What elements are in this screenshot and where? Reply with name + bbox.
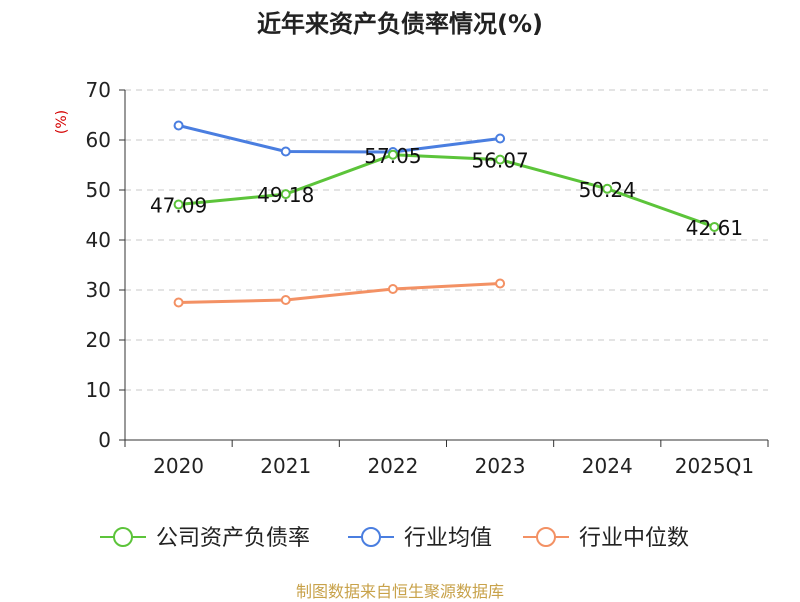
data-point bbox=[602, 183, 613, 194]
source-note: 制图数据来自恒生聚源数据库 bbox=[295, 582, 504, 601]
data-point bbox=[280, 295, 291, 305]
y-tick-label: 40 bbox=[86, 228, 111, 252]
y-tick-label: 70 bbox=[86, 78, 111, 102]
data-point bbox=[280, 189, 291, 200]
data-point bbox=[709, 221, 720, 232]
data-label: 50.24 bbox=[579, 178, 636, 202]
series-line bbox=[178, 282, 501, 304]
data-label: 42.61 bbox=[686, 216, 743, 240]
y-tick-label: 50 bbox=[86, 178, 111, 202]
data-point bbox=[387, 284, 398, 294]
x-tick-label: 2022 bbox=[367, 454, 418, 478]
legend-label: 行业均值 bbox=[404, 526, 492, 551]
x-tick-label: 2021 bbox=[260, 454, 311, 478]
data-label: 56.07 bbox=[471, 149, 528, 173]
y-tick-label: 0 bbox=[98, 428, 111, 452]
data-point bbox=[495, 154, 506, 165]
data-label: 49.18 bbox=[257, 183, 314, 207]
data-point bbox=[173, 199, 184, 210]
data-point bbox=[495, 133, 506, 144]
data-point bbox=[173, 297, 184, 308]
data-point bbox=[280, 146, 291, 157]
legend-label: 行业中位数 bbox=[579, 526, 689, 551]
data-point bbox=[495, 278, 506, 289]
legend-label: 公司资产负债率 bbox=[156, 526, 310, 551]
y-tick-label: 10 bbox=[86, 378, 111, 402]
y-tick-label: 30 bbox=[86, 278, 111, 302]
data-point bbox=[387, 149, 398, 160]
y-tick-label: 60 bbox=[86, 128, 111, 152]
y-tick-label: 20 bbox=[86, 328, 111, 352]
x-tick-label: 2023 bbox=[475, 454, 526, 478]
data-point bbox=[173, 120, 184, 131]
legend-marker bbox=[536, 527, 556, 547]
legend-marker bbox=[113, 527, 133, 547]
data-label: 57.05 bbox=[364, 144, 421, 168]
x-tick-label: 2024 bbox=[582, 454, 633, 478]
series-line bbox=[178, 124, 501, 154]
x-tick-label: 2025Q1 bbox=[675, 454, 754, 478]
chart-title: 近年来资产负债率情况(%) bbox=[257, 10, 543, 38]
data-label: 47.09 bbox=[150, 194, 207, 218]
legend-marker bbox=[361, 527, 381, 547]
x-tick-label: 2020 bbox=[153, 454, 204, 478]
series-line bbox=[178, 153, 715, 229]
